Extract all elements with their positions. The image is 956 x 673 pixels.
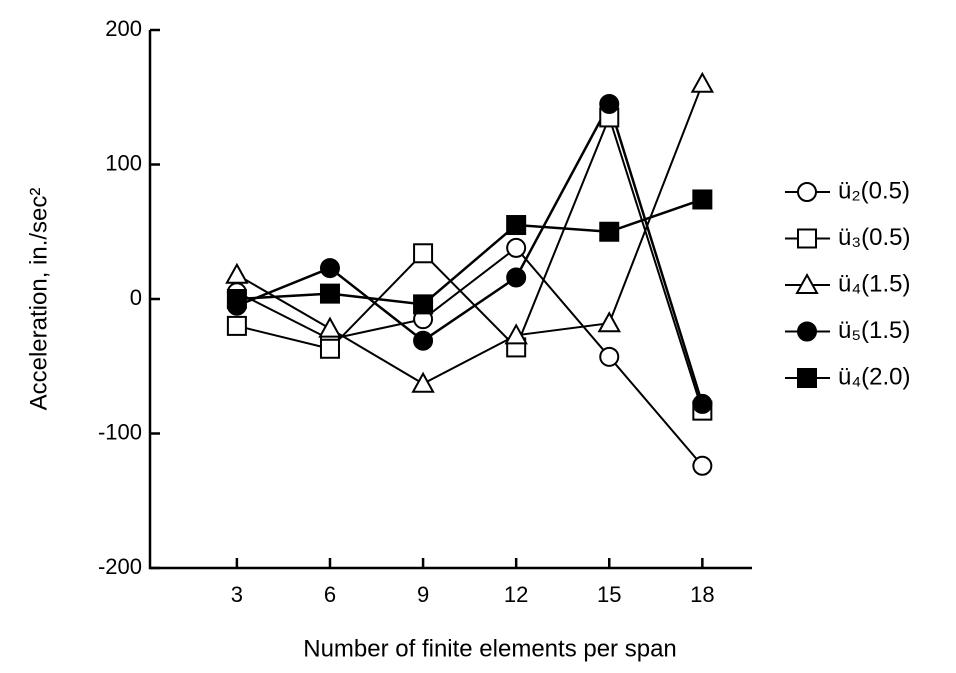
series-line — [236, 100, 704, 405]
y-axis-label: Acceleration, in./sec² — [25, 188, 52, 411]
marker — [318, 316, 342, 338]
marker — [506, 237, 527, 258]
marker — [506, 267, 527, 288]
marker — [226, 315, 247, 336]
marker — [319, 338, 340, 359]
x-tick-label: 9 — [417, 582, 429, 607]
marker — [690, 71, 715, 93]
legend-label: ü₂(0.5) — [838, 177, 910, 204]
marker — [692, 455, 713, 476]
marker — [411, 371, 435, 393]
marker — [597, 311, 621, 333]
y-tick-label: 100 — [105, 150, 142, 175]
legend-marker — [795, 272, 819, 294]
x-tick-label: 3 — [231, 582, 243, 607]
marker — [319, 283, 340, 304]
legend-label: ü₅(1.5) — [838, 317, 910, 344]
y-tick-label: 0 — [130, 285, 142, 310]
marker — [692, 393, 713, 414]
marker — [226, 289, 247, 309]
marker — [599, 346, 620, 367]
series-line — [236, 114, 704, 411]
legend-marker — [797, 182, 817, 202]
legend-label: ü₄(1.5) — [838, 270, 911, 297]
y-tick-label: -200 — [98, 554, 142, 579]
legend-label: ü₃(0.5) — [838, 224, 910, 251]
legend-marker — [797, 368, 817, 388]
series-line — [236, 83, 704, 385]
marker — [506, 215, 527, 236]
series-line — [236, 246, 704, 467]
marker — [413, 294, 434, 315]
marker — [319, 258, 340, 279]
marker — [599, 93, 620, 114]
legend-label: ü₄(2.0) — [838, 363, 911, 390]
x-tick-label: 15 — [597, 582, 621, 607]
legend-marker — [797, 321, 817, 342]
y-tick-label: 200 — [105, 16, 142, 41]
x-tick-label: 18 — [690, 582, 714, 607]
marker — [413, 330, 434, 351]
x-tick-label: 12 — [504, 582, 528, 607]
x-tick-label: 6 — [324, 582, 336, 607]
marker — [225, 262, 249, 284]
y-tick-label: -100 — [98, 419, 142, 444]
marker — [692, 189, 713, 210]
marker — [599, 221, 620, 242]
legend-marker — [797, 228, 817, 249]
marker — [504, 323, 528, 345]
series-line — [236, 198, 703, 306]
marker — [413, 243, 434, 264]
x-axis-label: Number of finite elements per span — [303, 635, 677, 662]
